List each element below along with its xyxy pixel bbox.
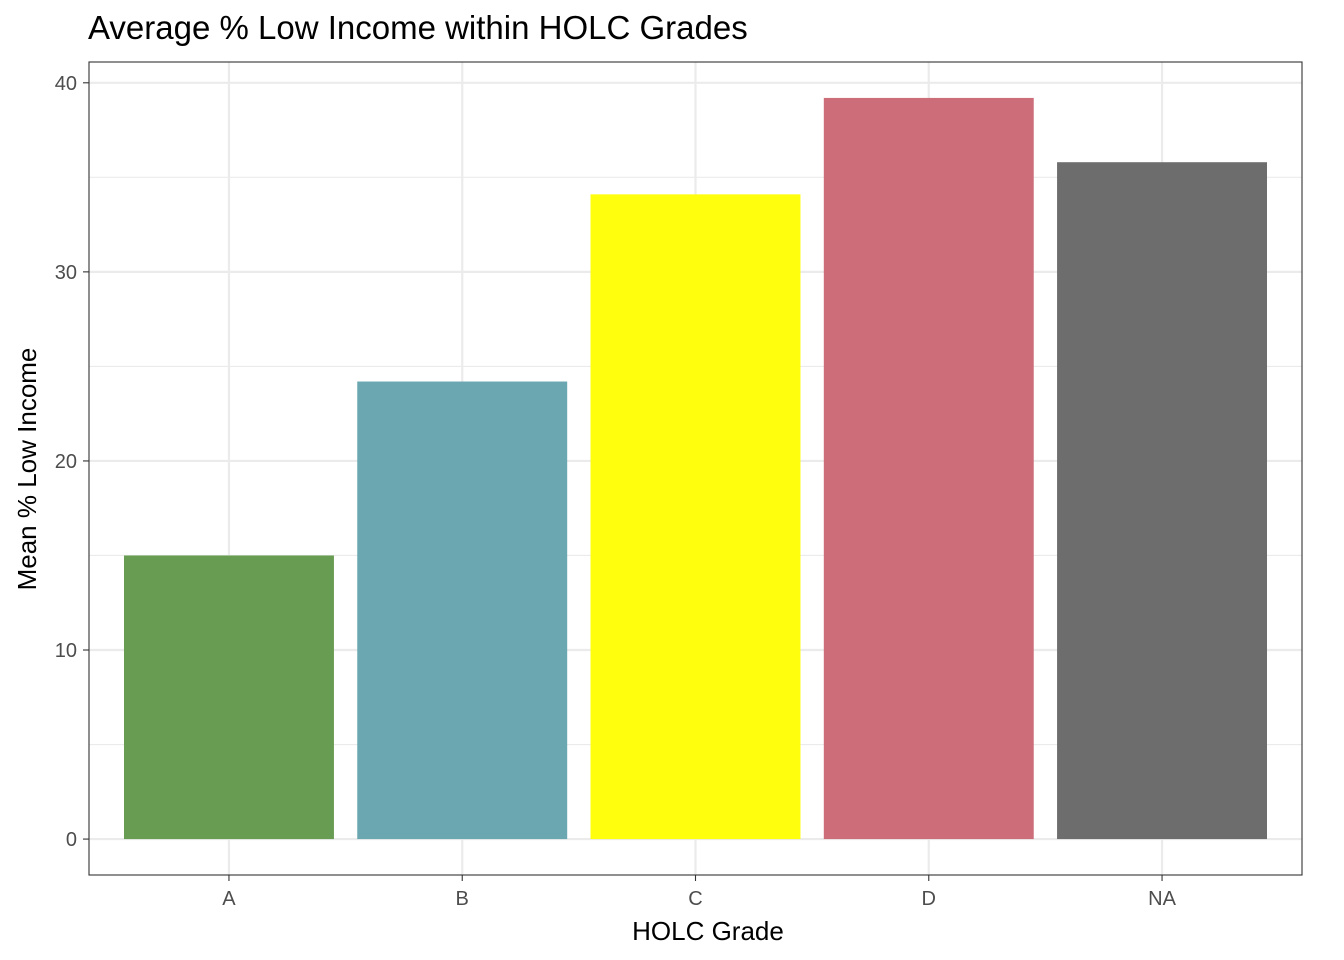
y-tick-label: 40: [55, 73, 77, 95]
y-tick-label: 0: [66, 829, 77, 851]
bar-a: [123, 555, 334, 840]
bar-d: [823, 97, 1034, 840]
y-tick-label: 10: [55, 640, 77, 662]
bars: [123, 97, 1268, 840]
x-tick-label: A: [222, 888, 236, 910]
y-tick-label: 30: [55, 262, 77, 284]
y-axis-title: Mean % Low Income: [12, 348, 42, 591]
x-tick-label: NA: [1148, 888, 1176, 910]
bar-b: [357, 381, 568, 840]
x-tick-label: D: [922, 888, 936, 910]
x-tick-label: C: [688, 888, 702, 910]
chart-title: Average % Low Income within HOLC Grades: [88, 9, 748, 46]
x-axis-title: HOLC Grade: [632, 916, 784, 946]
bar-na: [1057, 162, 1268, 840]
bar-c: [590, 194, 801, 840]
axes: 0 10 20 30 40 A B C D NA: [55, 73, 1177, 910]
x-tick-label: B: [456, 888, 469, 910]
y-tick-label: 20: [55, 451, 77, 473]
